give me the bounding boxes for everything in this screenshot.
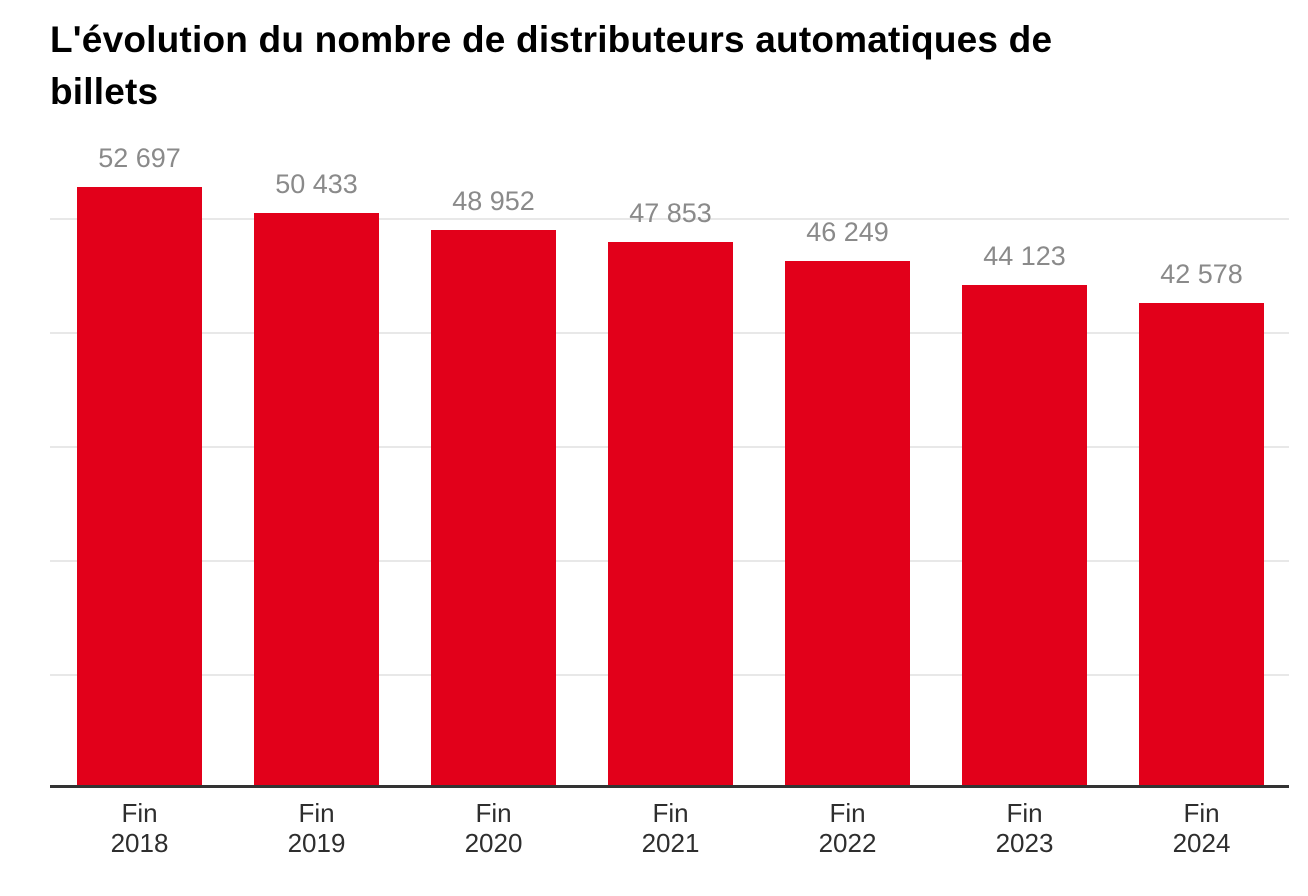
bar-fin-2022 xyxy=(785,261,910,788)
x-tick-label-fin-2022: Fin 2022 xyxy=(768,798,928,858)
x-tick-label-fin-2021: Fin 2021 xyxy=(591,798,751,858)
bar-value-label-fin-2018: 52 697 xyxy=(98,143,181,173)
x-tick-line: 2020 xyxy=(464,828,523,858)
x-tick-line: Fin xyxy=(475,798,512,828)
chart-title-line2: billets xyxy=(50,71,159,112)
bar-fin-2018 xyxy=(77,187,202,788)
x-tick-line: 2018 xyxy=(110,828,169,858)
x-tick-line: 2019 xyxy=(287,828,346,858)
bar-value-label-fin-2024: 42 578 xyxy=(1160,259,1243,289)
x-tick-label-fin-2024: Fin 2024 xyxy=(1122,798,1282,858)
x-tick-line: 2023 xyxy=(995,828,1054,858)
x-tick-line: Fin xyxy=(1183,798,1220,828)
x-tick-line: Fin xyxy=(829,798,866,828)
chart-title: L'évolution du nombre de distributeurs a… xyxy=(50,14,1270,118)
x-tick-line: Fin xyxy=(652,798,689,828)
bar-fin-2020 xyxy=(431,230,556,788)
x-tick-line: Fin xyxy=(121,798,158,828)
chart-title-line1: L'évolution du nombre de distributeurs a… xyxy=(50,19,1053,60)
bar-fin-2021 xyxy=(608,242,733,788)
bar-value-label-fin-2023: 44 123 xyxy=(983,241,1066,271)
bar-fin-2024 xyxy=(1139,303,1264,788)
bar-value-label-fin-2022: 46 249 xyxy=(806,217,889,247)
bar-fin-2019 xyxy=(254,213,379,788)
bar-value-label-fin-2020: 48 952 xyxy=(452,186,535,216)
x-tick-line: 2022 xyxy=(818,828,877,858)
x-tick-label-fin-2019: Fin 2019 xyxy=(237,798,397,858)
gridline-50000 xyxy=(50,218,1289,220)
x-tick-line: 2024 xyxy=(1172,828,1231,858)
bar-value-label-fin-2021: 47 853 xyxy=(629,198,712,228)
x-tick-line: Fin xyxy=(298,798,335,828)
x-tick-line: 2021 xyxy=(641,828,700,858)
x-tick-label-fin-2020: Fin 2020 xyxy=(414,798,574,858)
bar-value-label-fin-2019: 50 433 xyxy=(275,169,358,199)
x-tick-label-fin-2018: Fin 2018 xyxy=(60,798,220,858)
x-tick-line: Fin xyxy=(1006,798,1043,828)
bar-fin-2023 xyxy=(962,285,1087,788)
x-axis-line xyxy=(50,785,1289,788)
x-tick-label-fin-2023: Fin 2023 xyxy=(945,798,1105,858)
